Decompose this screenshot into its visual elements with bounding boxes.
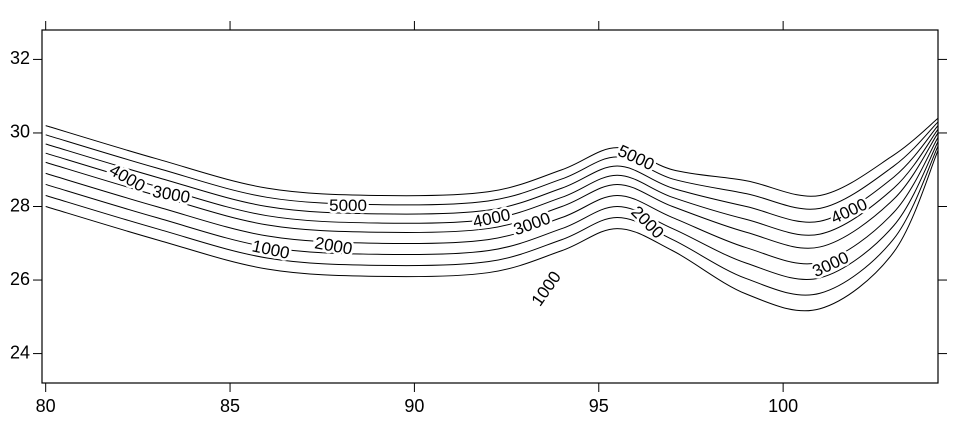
contour-line [45,121,938,210]
contour-line [45,141,938,280]
contour-label: 4000 [471,205,512,231]
contour-label: 2000 [627,202,667,242]
contour-line [45,132,938,249]
y-tick-label: 32 [10,48,30,68]
x-tick-label: 90 [404,396,424,416]
contour-label: 1000 [250,236,291,262]
contour-line [45,145,938,296]
contour-label: 5000 [329,196,367,215]
y-tick-label: 24 [10,342,30,362]
contour-label: 4000 [828,194,870,227]
x-tick-label: 95 [589,396,609,416]
contour-label: 2000 [313,233,354,258]
contour-line [45,137,938,265]
contour-line [45,117,938,197]
y-tick-label: 30 [10,122,30,142]
contour-label: 3000 [809,248,851,281]
contour-label: 4000 [106,160,148,195]
plot-frame [41,29,939,384]
contour-line [45,128,938,236]
y-tick-label: 28 [10,195,30,215]
y-tick-label: 26 [10,269,30,289]
contour-label: 1000 [528,268,565,310]
contour-line [45,125,938,223]
contour-lines [45,117,938,312]
contour-label: 5000 [615,141,657,174]
contour-line [45,150,938,312]
x-tick-label: 100 [768,396,798,416]
x-tick-label: 85 [220,396,240,416]
x-tick-label: 80 [36,396,56,416]
